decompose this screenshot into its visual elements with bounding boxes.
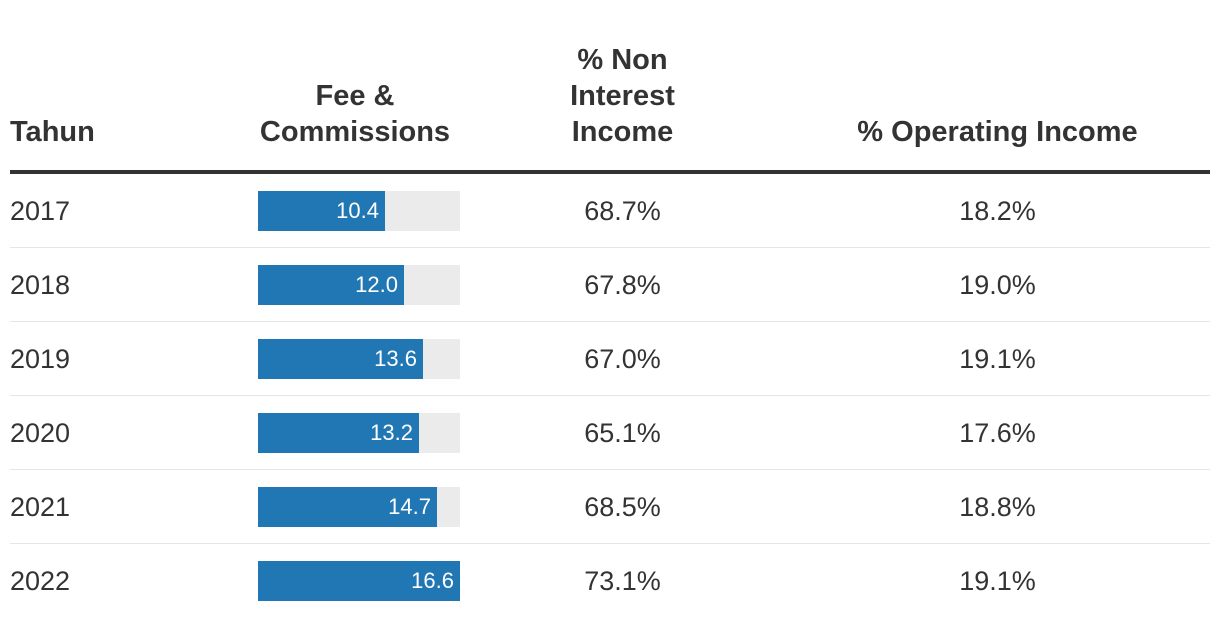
fee-bar: 10.4 bbox=[258, 191, 385, 231]
operating-income-cell: 19.1% bbox=[959, 566, 1036, 596]
fee-bar-label: 13.2 bbox=[370, 420, 413, 445]
data-table: Tahun Fee & Commissions % Non Interest I… bbox=[10, 0, 1210, 618]
non-interest-income-cell: 67.8% bbox=[584, 270, 661, 300]
fee-bar: 13.2 bbox=[258, 413, 419, 453]
fee-bar: 16.6 bbox=[258, 561, 460, 601]
fee-bar-track: 12.0 bbox=[258, 265, 460, 305]
fee-bar-track: 16.6 bbox=[258, 561, 460, 601]
fee-bar-label: 10.4 bbox=[336, 198, 379, 223]
fee-bar-track: 13.6 bbox=[258, 339, 460, 379]
table-header: Tahun Fee & Commissions % Non Interest I… bbox=[10, 0, 1210, 174]
non-interest-income-cell: 68.5% bbox=[584, 492, 661, 522]
fee-bar-label: 14.7 bbox=[388, 494, 431, 519]
non-interest-income-cell: 65.1% bbox=[584, 418, 661, 448]
year-cell: 2022 bbox=[10, 566, 71, 596]
header-operating-income: % Operating Income bbox=[857, 116, 1138, 148]
year-cell: 2020 bbox=[10, 418, 71, 448]
fee-bar: 12.0 bbox=[258, 265, 404, 305]
non-interest-income-cell: 68.7% bbox=[584, 196, 661, 226]
fee-bar: 13.6 bbox=[258, 339, 423, 379]
table-row: 2022 16.6 73.1% 19.1% bbox=[10, 544, 1210, 618]
table-body: 2017 10.4 68.7% 18.2% 2018 12.0 67.8% 19.0% 2019… bbox=[10, 174, 1210, 618]
year-cell: 2019 bbox=[10, 344, 71, 374]
header-non-interest-income: % Non Interest Income bbox=[570, 44, 675, 148]
fee-bar-track: 13.2 bbox=[258, 413, 460, 453]
year-cell: 2018 bbox=[10, 270, 71, 300]
table-row: 2021 14.7 68.5% 18.8% bbox=[10, 470, 1210, 544]
header-fee-commissions: Fee & Commissions bbox=[259, 80, 451, 148]
year-cell: 2017 bbox=[10, 196, 71, 226]
fee-bar-track: 10.4 bbox=[258, 191, 460, 231]
fee-bar: 14.7 bbox=[258, 487, 437, 527]
operating-income-cell: 19.1% bbox=[959, 344, 1036, 374]
table-row: 2018 12.0 67.8% 19.0% bbox=[10, 248, 1210, 322]
operating-income-cell: 19.0% bbox=[959, 270, 1036, 300]
non-interest-income-cell: 67.0% bbox=[584, 344, 661, 374]
table-row: 2019 13.6 67.0% 19.1% bbox=[10, 322, 1210, 396]
header-tahun: Tahun bbox=[10, 116, 95, 148]
fee-bar-track: 14.7 bbox=[258, 487, 460, 527]
fee-bar-label: 12.0 bbox=[355, 272, 398, 297]
fee-bar-label: 13.6 bbox=[374, 346, 417, 371]
non-interest-income-cell: 73.1% bbox=[584, 566, 661, 596]
table-row: 2017 10.4 68.7% 18.2% bbox=[10, 174, 1210, 248]
table-row: 2020 13.2 65.1% 17.6% bbox=[10, 396, 1210, 470]
fee-bar-label: 16.6 bbox=[411, 568, 454, 593]
year-cell: 2021 bbox=[10, 492, 71, 522]
operating-income-cell: 17.6% bbox=[959, 418, 1036, 448]
operating-income-cell: 18.8% bbox=[959, 492, 1036, 522]
operating-income-cell: 18.2% bbox=[959, 196, 1036, 226]
